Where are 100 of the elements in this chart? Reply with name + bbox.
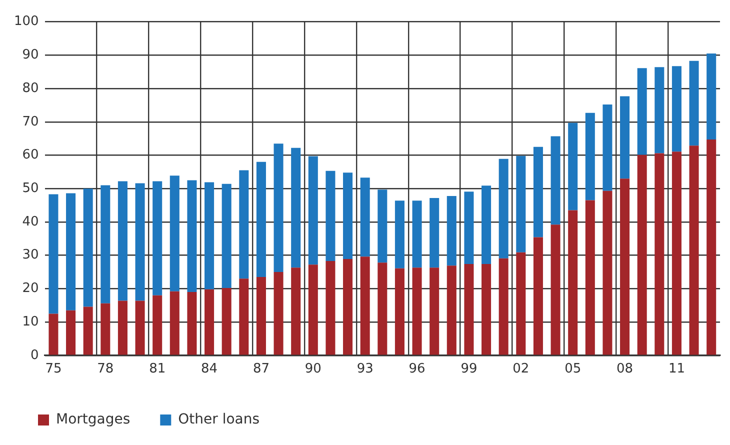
bar xyxy=(239,170,249,279)
bar xyxy=(326,170,336,261)
bar xyxy=(394,200,404,268)
bar xyxy=(516,156,526,252)
y-tick-label: 10 xyxy=(22,314,39,330)
bar xyxy=(222,184,232,288)
bar xyxy=(222,288,232,355)
bar xyxy=(360,178,370,257)
bar xyxy=(66,310,76,355)
bar xyxy=(430,268,440,355)
bar xyxy=(152,181,162,296)
y-tick-label: 60 xyxy=(22,148,39,163)
bar xyxy=(291,148,301,268)
bar xyxy=(550,136,560,225)
bar xyxy=(430,198,440,268)
y-tick-label: 80 xyxy=(22,80,39,96)
bar xyxy=(100,185,110,304)
bar xyxy=(533,146,543,238)
bar xyxy=(672,66,682,152)
bar xyxy=(48,194,58,314)
bar xyxy=(135,300,145,355)
bar xyxy=(602,104,612,191)
bar xyxy=(83,188,93,307)
y-tick-label: 20 xyxy=(22,281,39,296)
bar xyxy=(446,266,456,355)
x-tick-label: 81 xyxy=(149,362,166,377)
bar xyxy=(585,112,595,200)
bar xyxy=(100,303,110,355)
bar xyxy=(187,292,197,355)
bar xyxy=(482,186,492,264)
bar xyxy=(498,258,508,355)
bar xyxy=(482,264,492,355)
y-tick-label: 30 xyxy=(22,248,39,263)
bar xyxy=(48,314,58,355)
bar xyxy=(394,268,404,355)
bar xyxy=(568,122,578,210)
bar xyxy=(498,158,508,258)
bar xyxy=(654,67,664,154)
bar xyxy=(585,200,595,355)
bar xyxy=(654,153,664,355)
bar xyxy=(291,268,301,355)
bar xyxy=(464,264,474,355)
x-tick-label: 90 xyxy=(304,362,322,377)
x-tick-label: 02 xyxy=(512,362,530,377)
bar xyxy=(706,140,716,355)
bar xyxy=(620,96,630,179)
bar xyxy=(256,277,266,355)
bar xyxy=(256,162,266,278)
bar xyxy=(239,278,249,355)
bar xyxy=(170,176,180,292)
bar xyxy=(326,260,336,355)
bar xyxy=(464,192,474,264)
bar xyxy=(204,182,214,290)
x-tick-label: 96 xyxy=(408,362,426,377)
bar xyxy=(550,224,560,355)
bar xyxy=(135,183,145,301)
bar xyxy=(516,252,526,355)
bar xyxy=(204,289,214,355)
bar xyxy=(118,181,128,301)
bar xyxy=(533,237,543,355)
y-tick-label: 50 xyxy=(22,180,39,196)
bar xyxy=(170,291,180,355)
y-tick-label: 100 xyxy=(14,14,39,30)
bar xyxy=(118,300,128,355)
bar xyxy=(689,60,699,146)
legend-label: Other loans xyxy=(178,412,260,428)
bar xyxy=(620,178,630,355)
bar xyxy=(637,154,647,355)
bar xyxy=(152,295,162,355)
bar xyxy=(343,172,353,259)
bar xyxy=(66,193,76,310)
bar xyxy=(706,53,716,140)
bar xyxy=(446,196,456,266)
x-tick-label: 93 xyxy=(356,362,374,377)
bar xyxy=(689,146,699,355)
bar xyxy=(343,258,353,355)
bar xyxy=(274,272,284,355)
legend-label: Mortgages xyxy=(56,412,130,428)
bar xyxy=(568,210,578,355)
bar xyxy=(308,156,318,265)
bar xyxy=(187,180,197,292)
bar xyxy=(360,256,370,355)
x-tick-label: 08 xyxy=(616,362,634,377)
y-tick-label: 70 xyxy=(22,114,39,130)
x-tick-label: 99 xyxy=(460,362,478,377)
bar xyxy=(378,190,388,263)
bar xyxy=(378,262,388,355)
bar xyxy=(412,200,422,268)
x-tick-label: 75 xyxy=(45,362,62,377)
x-tick-label: 84 xyxy=(201,362,218,377)
bar xyxy=(672,152,682,355)
bar xyxy=(308,264,318,355)
x-tick-label: 87 xyxy=(252,362,270,377)
x-tick-label: 78 xyxy=(97,362,114,377)
y-tick-label: 0 xyxy=(30,348,39,363)
bar xyxy=(637,68,647,155)
bar xyxy=(274,144,284,272)
bar xyxy=(412,268,422,355)
bar xyxy=(83,306,93,355)
y-tick-label: 90 xyxy=(22,48,39,63)
